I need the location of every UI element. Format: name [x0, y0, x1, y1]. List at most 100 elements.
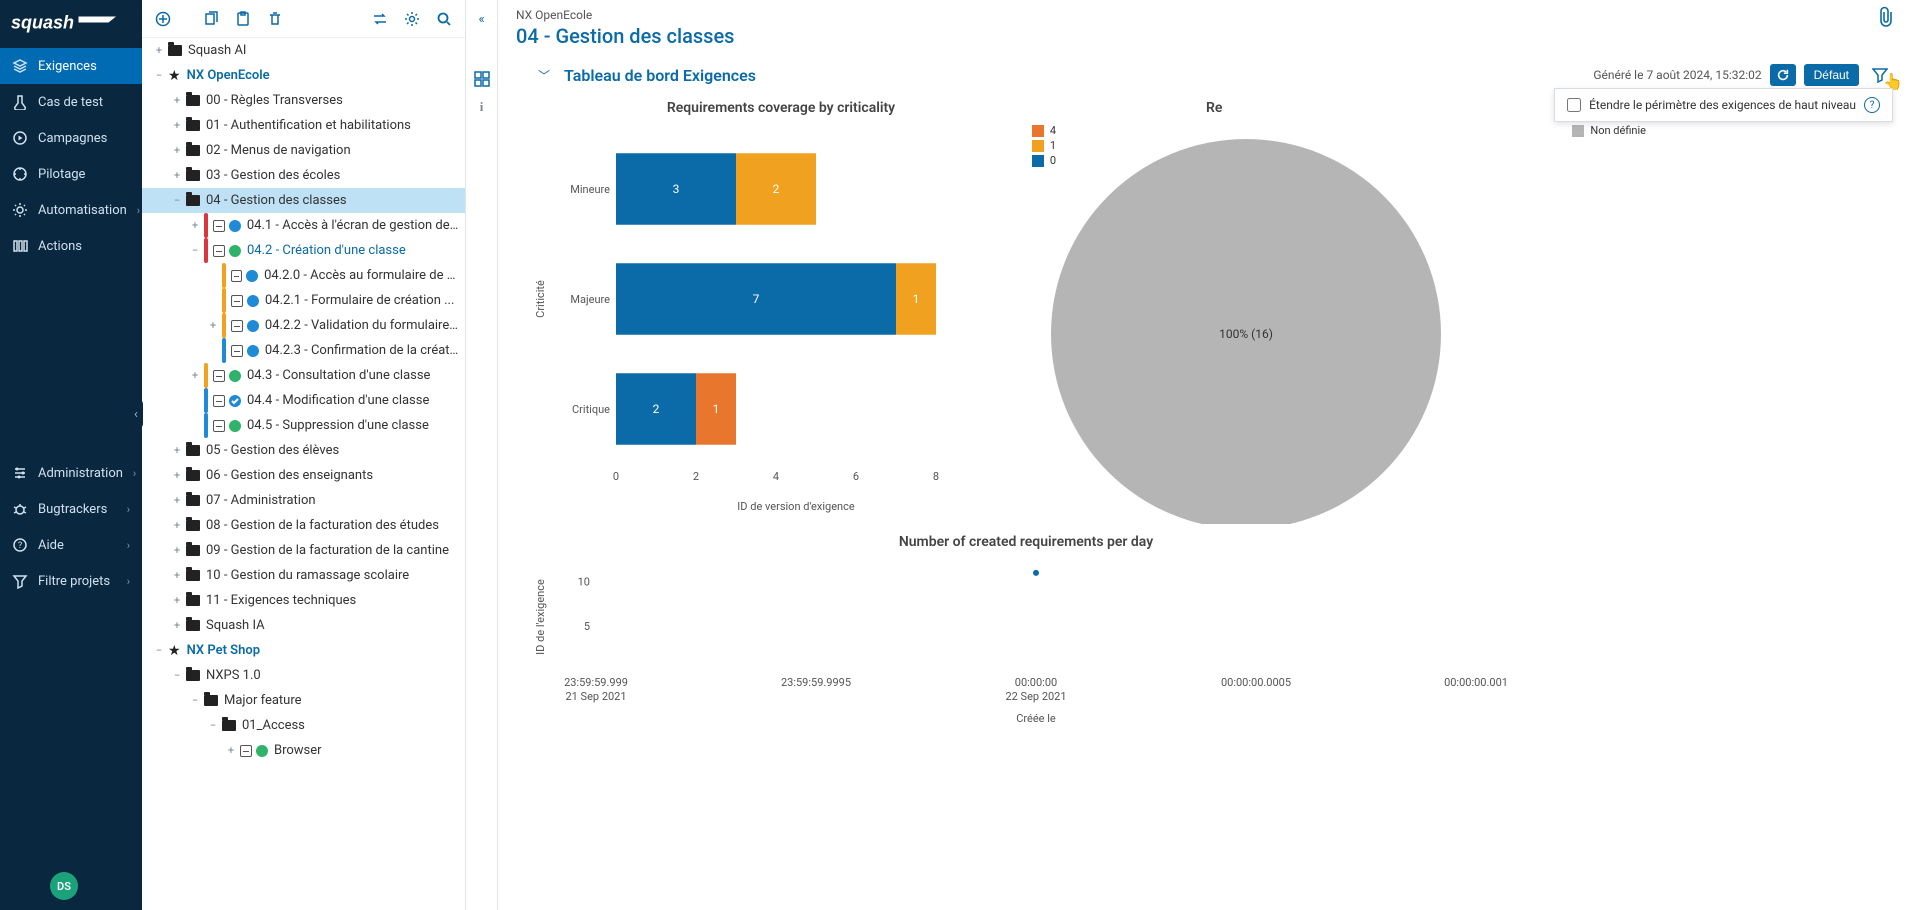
default-button[interactable]: Défaut	[1804, 64, 1859, 86]
toggle-icon[interactable]: +	[170, 544, 184, 557]
tree-label: 07 - Administration	[206, 493, 316, 508]
paste-button[interactable]	[230, 6, 256, 32]
tree-node[interactable]: 04.2.1 - Formulaire de création ...	[142, 288, 465, 313]
add-button[interactable]	[150, 6, 176, 32]
toggle-icon[interactable]: +	[170, 594, 184, 607]
tree-node[interactable]: 04.2.0 - Accès au formulaire de c...	[142, 263, 465, 288]
nav-item-campagnes[interactable]: Campagnes	[0, 120, 142, 156]
requirement-icon	[213, 370, 225, 382]
pie-chart: Re 100% (16) Non définie	[1046, 100, 1606, 528]
toggle-icon[interactable]: +	[206, 319, 220, 332]
delete-button[interactable]	[262, 6, 288, 32]
toggle-icon[interactable]: −	[188, 244, 202, 257]
toggle-icon[interactable]: +	[224, 744, 238, 757]
tree-node[interactable]: 04.5 - Suppression d'une classe	[142, 413, 465, 438]
toggle-icon[interactable]: +	[170, 494, 184, 507]
extend-scope-checkbox[interactable]	[1567, 98, 1581, 112]
tree-node[interactable]: +Browser	[142, 738, 465, 763]
tree-node[interactable]: −04 - Gestion des classes	[142, 188, 465, 213]
svg-text:22 Sep 2021: 22 Sep 2021	[1005, 690, 1066, 703]
tree-node[interactable]: −04.2 - Création d'une classe	[142, 238, 465, 263]
tree-node[interactable]: +04.3 - Consultation d'une classe	[142, 363, 465, 388]
attachments-button[interactable]	[1877, 6, 1897, 33]
settings-button[interactable]	[399, 6, 425, 32]
tree-scroll[interactable]: +Squash AI−★NX OpenEcole+00 - Règles Tra…	[142, 38, 465, 910]
tree-node[interactable]: +05 - Gestion des élèves	[142, 438, 465, 463]
tree-node[interactable]: 04.2.3 - Confirmation de la créat...	[142, 338, 465, 363]
tree-node[interactable]: 04.4 - Modification d'une classe	[142, 388, 465, 413]
toggle-icon[interactable]: −	[152, 644, 166, 657]
toggle-icon[interactable]: +	[170, 469, 184, 482]
tree-node[interactable]: −NXPS 1.0	[142, 663, 465, 688]
tree-node[interactable]: +03 - Gestion des écoles	[142, 163, 465, 188]
toggle-icon[interactable]: −	[206, 719, 220, 732]
tree-node[interactable]: +07 - Administration	[142, 488, 465, 513]
tree-node[interactable]: +Squash AI	[142, 38, 465, 63]
toggle-icon[interactable]: −	[170, 669, 184, 682]
nav-item-filtre-projets[interactable]: Filtre projets›	[0, 563, 142, 599]
tree-node[interactable]: +09 - Gestion de la facturation de la ca…	[142, 538, 465, 563]
search-button[interactable]	[431, 6, 457, 32]
tree-node[interactable]: −Major feature	[142, 688, 465, 713]
toggle-icon[interactable]: +	[152, 44, 166, 57]
svg-text:2: 2	[693, 470, 699, 483]
tree-node[interactable]: +01 - Authentification et habilitations	[142, 113, 465, 138]
tree-label: NX Pet Shop	[187, 643, 260, 658]
toggle-icon[interactable]: +	[170, 519, 184, 532]
toggle-icon[interactable]: +	[170, 119, 184, 132]
tree-label: 11 - Exigences techniques	[206, 593, 356, 608]
toggle-icon[interactable]: −	[170, 194, 184, 207]
nav-item-administration[interactable]: Administration›	[0, 455, 142, 491]
requirement-icon	[213, 245, 225, 257]
nav-item-cas-de-test[interactable]: Cas de test	[0, 84, 142, 120]
nav-item-exigences[interactable]: Exigences	[0, 48, 142, 84]
tree-node[interactable]: +04.1 - Accès à l'écran de gestion de...	[142, 213, 465, 238]
toggle-icon[interactable]: +	[188, 369, 202, 382]
tree-node[interactable]: +00 - Règles Transverses	[142, 88, 465, 113]
toggle-icon[interactable]: −	[152, 69, 166, 82]
back-button[interactable]: «	[469, 6, 495, 32]
folder-icon	[186, 95, 200, 106]
help-icon[interactable]: ?	[1864, 97, 1880, 113]
toggle-icon[interactable]: +	[170, 94, 184, 107]
copy-button[interactable]	[198, 6, 224, 32]
toggle-icon[interactable]: +	[170, 569, 184, 582]
refresh-button[interactable]	[1770, 64, 1796, 86]
nav-item-pilotage[interactable]: Pilotage	[0, 156, 142, 192]
svg-text:00:00:00.0005: 00:00:00.0005	[1221, 676, 1291, 689]
nav-item-bugtrackers[interactable]: Bugtrackers›	[0, 491, 142, 527]
info-view-button[interactable]: i	[469, 94, 495, 120]
toggle-icon[interactable]: −	[188, 694, 202, 707]
tree-node[interactable]: +10 - Gestion du ramassage scolaire	[142, 563, 465, 588]
toggle-icon[interactable]: +	[170, 444, 184, 457]
legend-swatch	[1572, 125, 1584, 137]
nav-item-actions[interactable]: Actions	[0, 228, 142, 264]
toggle-icon[interactable]: +	[170, 144, 184, 157]
toggle-icon[interactable]: +	[188, 219, 202, 232]
filter-button[interactable]	[1867, 62, 1893, 88]
svg-text:0: 0	[613, 470, 619, 483]
nav-item-aide[interactable]: ?Aide›	[0, 527, 142, 563]
tree-node[interactable]: +02 - Menus de navigation	[142, 138, 465, 163]
tree-node[interactable]: +04.2.2 - Validation du formulaire...	[142, 313, 465, 338]
svg-text:5: 5	[584, 620, 590, 633]
tree-node[interactable]: +08 - Gestion de la facturation des étud…	[142, 513, 465, 538]
requirement-icon	[213, 220, 225, 232]
dashboard-view-button[interactable]	[469, 66, 495, 92]
swap-button[interactable]	[367, 6, 393, 32]
tree-node[interactable]: +11 - Exigences techniques	[142, 588, 465, 613]
compass-icon	[12, 166, 28, 182]
breadcrumb-project[interactable]: NX OpenEcole	[516, 8, 1893, 22]
tree-project[interactable]: −★NX Pet Shop	[142, 638, 465, 663]
toggle-icon[interactable]: +	[170, 169, 184, 182]
nav-item-automatisation[interactable]: Automatisation›	[0, 192, 142, 228]
tree-project[interactable]: −★NX OpenEcole	[142, 63, 465, 88]
tree-node[interactable]: −01_Access	[142, 713, 465, 738]
tree-node[interactable]: +Squash IA	[142, 613, 465, 638]
chevron-down-icon[interactable]: ﹀	[538, 67, 550, 84]
toggle-icon[interactable]: +	[170, 619, 184, 632]
tree-node[interactable]: +06 - Gestion des enseignants	[142, 463, 465, 488]
collapse-sidebar-button[interactable]: ‹	[129, 400, 143, 428]
svg-text:Critique: Critique	[572, 403, 610, 416]
user-avatar[interactable]: DS	[50, 872, 78, 900]
